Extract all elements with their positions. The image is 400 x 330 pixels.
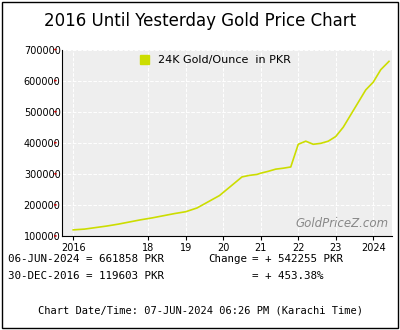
Text: = + 453.38%: = + 453.38% <box>252 271 324 280</box>
Text: Change: Change <box>208 254 247 264</box>
Text: 2016 Until Yesterday Gold Price Chart: 2016 Until Yesterday Gold Price Chart <box>44 13 356 30</box>
Text: 30-DEC-2016 = 119603 PKR: 30-DEC-2016 = 119603 PKR <box>8 271 164 280</box>
Text: GoldPriceZ.com: GoldPriceZ.com <box>296 217 389 230</box>
Legend: 24K Gold/Ounce  in PKR: 24K Gold/Ounce in PKR <box>140 55 291 65</box>
Text: = + 542255 PKR: = + 542255 PKR <box>252 254 343 264</box>
Text: Chart Date/Time: 07-JUN-2024 06:26 PM (Karachi Time): Chart Date/Time: 07-JUN-2024 06:26 PM (K… <box>38 305 362 315</box>
Text: 06-JUN-2024 = 661858 PKR: 06-JUN-2024 = 661858 PKR <box>8 254 164 264</box>
